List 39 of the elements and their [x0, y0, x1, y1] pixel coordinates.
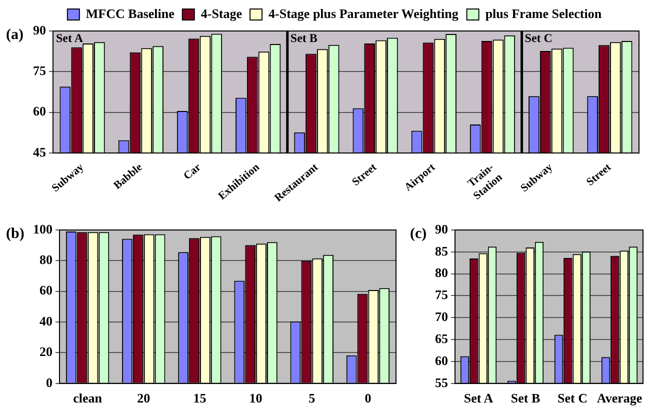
x-tick-label: Car — [182, 161, 204, 182]
y-tick-label: 60 — [40, 282, 52, 298]
legend-label: 4-Stage plus Parameter Weighting — [268, 6, 459, 21]
y-tick-label: 20 — [40, 344, 52, 360]
y-tick-label: 45 — [33, 144, 46, 160]
x-tick-label: 5 — [308, 390, 316, 406]
text: (a) — [6, 26, 24, 43]
x-tick-label: Average — [596, 390, 642, 406]
y-tick-label: 60 — [435, 352, 448, 368]
text: (b) — [6, 226, 24, 242]
annotation: Set C — [524, 31, 552, 46]
y-tick-label: 90 — [33, 22, 46, 38]
x-tick-label: 0 — [364, 390, 372, 406]
legend-label: MFCC Baseline — [86, 6, 175, 21]
legend-label: 4-Stage — [200, 6, 242, 21]
y-tick-label: 100 — [33, 221, 52, 236]
y-tick-label: 80 — [40, 252, 52, 268]
y-tick-label: 0 — [46, 374, 52, 390]
y-tick-label: 70 — [435, 309, 448, 324]
x-tick-label: 15 — [193, 390, 207, 406]
y-tick-label: 75 — [33, 63, 46, 78]
x-tick-label: 10 — [249, 390, 262, 406]
y-tick-label: 65 — [435, 330, 448, 346]
y-tick-label: 55 — [435, 374, 448, 390]
legend-label: plus Frame Selection — [485, 6, 602, 21]
y-tick-label: 80 — [435, 265, 448, 280]
x-tick-label: clean — [73, 390, 103, 406]
x-tick-label: 20 — [137, 390, 150, 406]
y-tick-label: 40 — [40, 313, 52, 328]
y-tick-label: 75 — [435, 287, 448, 302]
y-tick-label: 85 — [435, 243, 448, 258]
annotation: Set A — [56, 31, 84, 46]
text: (c) — [410, 226, 427, 242]
x-tick-label: Set C — [558, 390, 588, 406]
x-tick-label: Set B — [510, 390, 540, 406]
x-tick-label: Set A — [464, 390, 494, 406]
y-tick-label: 60 — [33, 104, 46, 119]
y-tick-label: 90 — [435, 221, 448, 236]
annotation: Set B — [290, 31, 318, 46]
